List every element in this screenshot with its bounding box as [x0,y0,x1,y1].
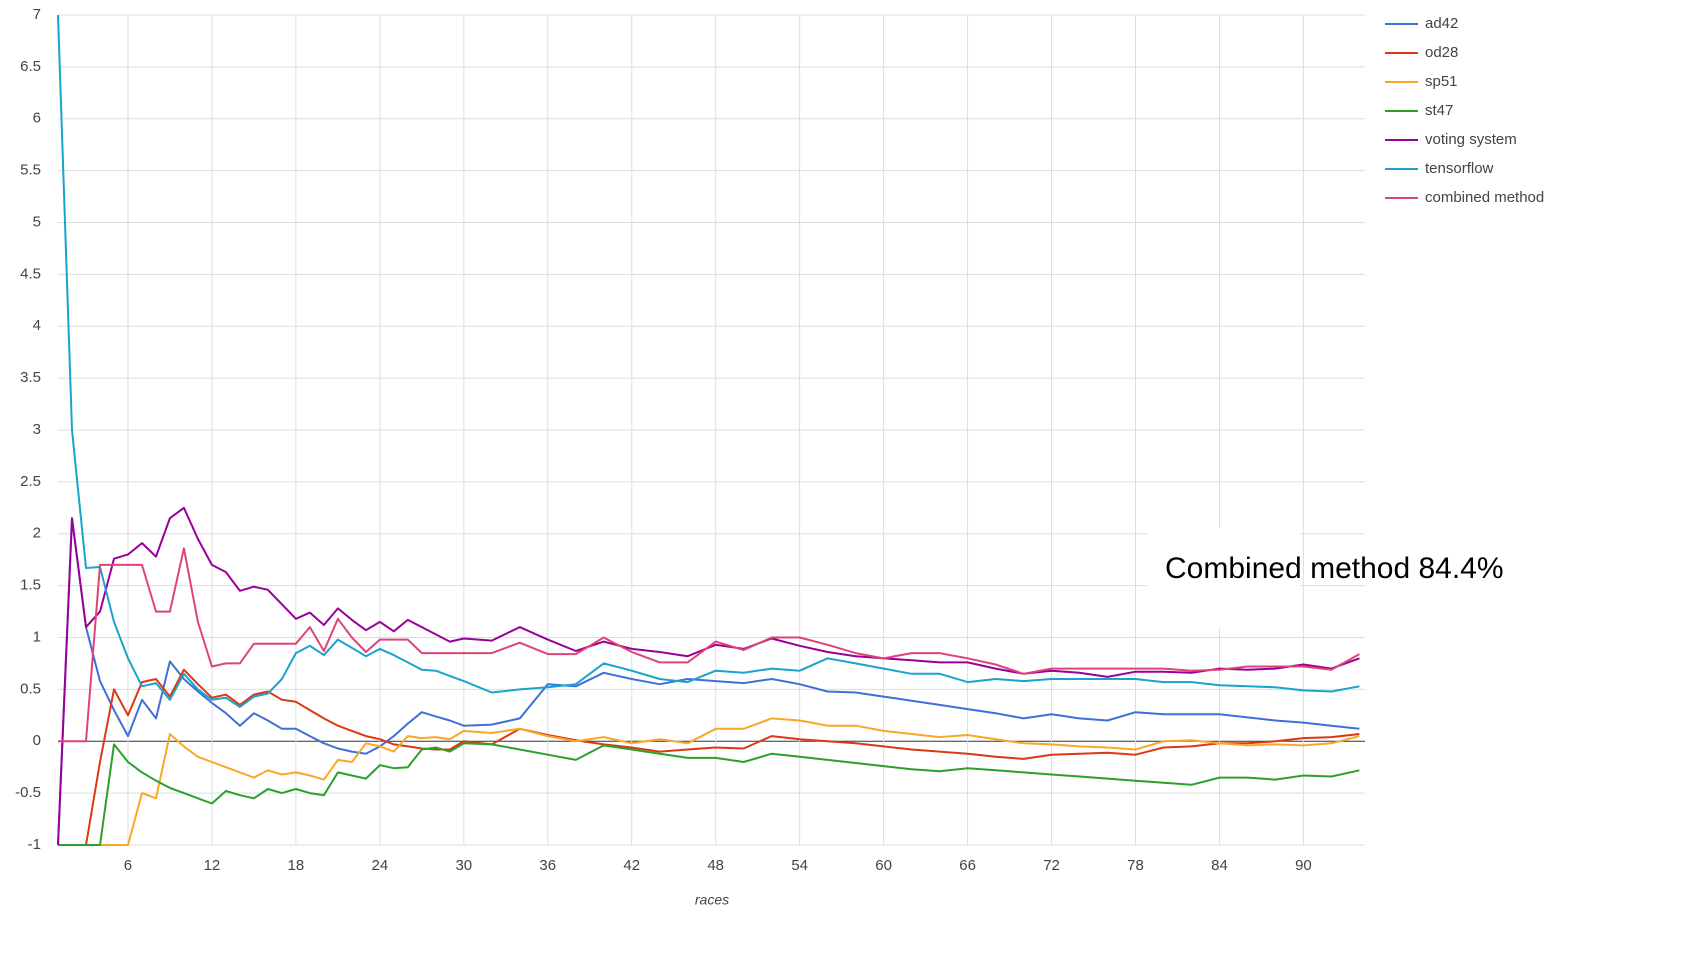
y-tick-label: 5.5 [20,162,41,179]
legend-label: voting system [1425,131,1517,148]
x-tick-label: 42 [623,857,640,874]
y-tick-label: 0.5 [20,680,41,697]
x-tick-label: 24 [372,857,389,874]
legend-label: sp51 [1425,73,1458,90]
y-tick-label: -1 [28,836,41,853]
series-line [57,14,1360,708]
annotation: Combined method 84.4% [1165,552,1504,585]
series-line [58,547,1360,743]
y-tick-label: 4.5 [20,265,41,282]
x-axis-title: races [695,892,729,908]
y-tick-label: 3.5 [20,369,41,386]
y-tick-label: 6.5 [20,58,41,75]
y-tick-label: 1 [33,628,41,645]
x-tick-label: 12 [204,857,221,874]
series-line [58,742,1360,846]
x-tick-label: 30 [455,857,472,874]
x-tick-label: 48 [707,857,724,874]
x-tick-label: 18 [288,857,305,874]
y-tick-label: 2.5 [20,473,41,490]
legend-label: od28 [1425,44,1458,61]
x-tick-label: 6 [124,857,132,874]
legend-label: tensorflow [1425,160,1494,177]
y-tick-label: -0.5 [15,784,41,801]
x-tick-label: 84 [1211,857,1228,874]
y-tick-label: 5 [33,213,41,230]
y-tick-label: 6 [33,110,41,127]
x-tick-label: 72 [1043,857,1060,874]
series-line [57,517,1360,846]
x-tick-label: 60 [875,857,892,874]
legend-label: ad42 [1425,15,1458,32]
y-tick-label: 3 [33,421,41,438]
legend-label: combined method [1425,189,1544,206]
series-line [58,717,1360,846]
series-line [58,668,1360,846]
x-tick-label: 66 [959,857,976,874]
y-tick-label: 7 [33,6,41,23]
series-line [57,506,1360,846]
x-tick-label: 36 [539,857,556,874]
x-tick-label: 54 [791,857,808,874]
y-tick-label: 0 [33,732,41,749]
y-tick-label: 1.5 [20,577,41,594]
x-tick-label: 78 [1127,857,1144,874]
legend-label: st47 [1425,102,1453,119]
y-tick-label: 2 [33,525,41,542]
y-tick-label: 4 [33,317,41,334]
annotation-box [1148,528,1300,628]
x-tick-label: 90 [1295,857,1312,874]
